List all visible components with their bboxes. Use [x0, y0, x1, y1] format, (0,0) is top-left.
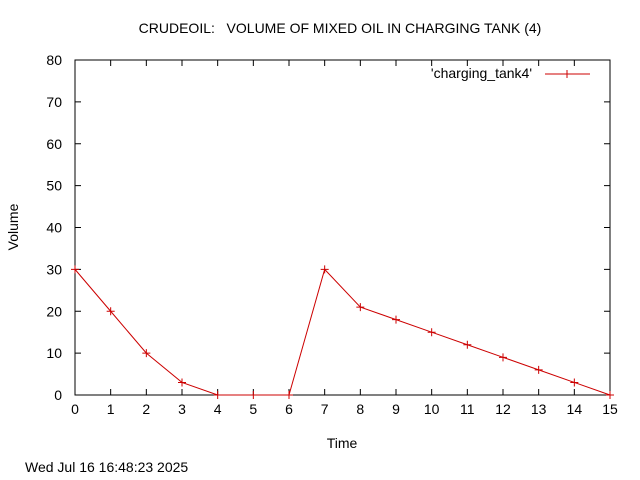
y-tick-label: 0 [54, 387, 62, 403]
data-point [213, 391, 222, 399]
x-tick-label: 3 [178, 401, 186, 417]
y-tick-label: 20 [46, 303, 62, 319]
y-tick-label: 10 [46, 345, 62, 361]
data-point [106, 307, 115, 316]
y-tick-label: 70 [46, 94, 62, 110]
series-group [71, 265, 614, 399]
y-tick-label: 30 [46, 261, 62, 277]
x-tick-label: 8 [356, 401, 364, 417]
data-point [392, 315, 400, 324]
x-tick-label: 1 [107, 401, 115, 417]
timestamp: Wed Jul 16 16:48:23 2025 [25, 459, 188, 475]
legend: 'charging_tank4' [431, 65, 590, 81]
y-tick-label: 50 [46, 178, 62, 194]
data-point [499, 353, 507, 362]
data-point [570, 378, 579, 387]
y-tick-label: 60 [46, 136, 62, 152]
x-tick-label: 13 [531, 401, 547, 417]
x-tick-label: 14 [567, 401, 583, 417]
x-tick-label: 12 [495, 401, 511, 417]
x-tick-label: 11 [460, 401, 475, 417]
legend-marker [563, 70, 571, 78]
data-point [463, 340, 472, 349]
data-point [285, 391, 293, 399]
data-point [249, 391, 258, 399]
legend-marker-glyph [563, 70, 571, 78]
x-tick-label: 9 [392, 401, 400, 417]
y-tick-label: 40 [46, 220, 62, 236]
series-line [74, 268, 611, 396]
plot-frame [74, 59, 611, 396]
legend-label: 'charging_tank4' [431, 65, 532, 81]
data-point [320, 265, 329, 274]
chart-title: CRUDEOIL: VOLUME OF MIXED OIL IN CHARGIN… [139, 20, 542, 36]
y-axis-label: Volume [5, 203, 21, 250]
x-tick-label: 4 [214, 401, 222, 417]
data-point [606, 391, 614, 399]
x-tick-label: 2 [142, 401, 150, 417]
x-tick-label: 15 [602, 401, 618, 417]
x-tick-label: 0 [71, 401, 79, 417]
y-tick-label: 80 [46, 52, 62, 68]
data-point [427, 328, 436, 337]
x-axis-label: Time [327, 435, 358, 451]
x-tick-label: 5 [249, 401, 257, 417]
data-point [534, 365, 543, 374]
x-tick-label: 10 [424, 401, 440, 417]
x-tick-label: 7 [321, 401, 329, 417]
data-point [71, 265, 79, 274]
data-point [142, 349, 151, 358]
x-tick-label: 6 [285, 401, 293, 417]
data-point [356, 303, 365, 312]
data-point [178, 378, 186, 387]
